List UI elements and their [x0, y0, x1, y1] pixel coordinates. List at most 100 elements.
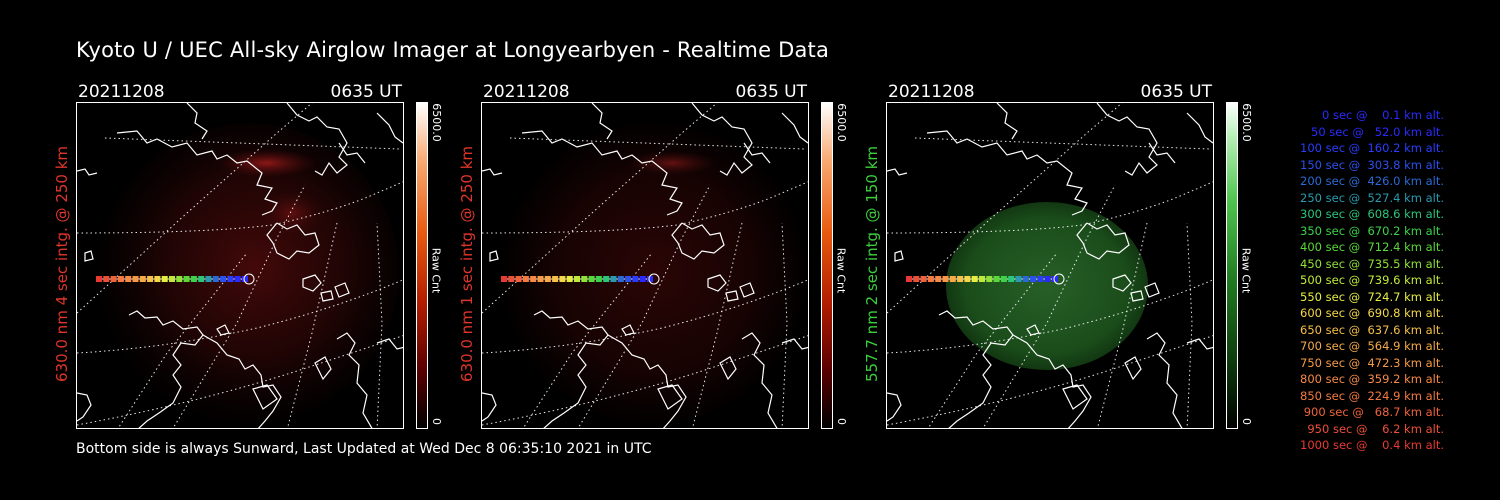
grid-line: [982, 184, 1116, 428]
map-svg: [77, 103, 403, 428]
track-point: [971, 276, 978, 282]
coastline-segment: [671, 222, 725, 260]
coastline-segment: [202, 334, 282, 428]
track-point: [212, 276, 219, 282]
coastline-segment: [926, 130, 1088, 216]
track-point: [647, 276, 653, 282]
track-point: [132, 276, 139, 282]
track-point: [96, 276, 102, 282]
panel-side-label: 630.0 nm 1 sec intg. @ 250 km: [458, 145, 477, 383]
track-point: [1015, 276, 1022, 282]
track-point: [1022, 276, 1029, 282]
coastline-segment: [1062, 384, 1088, 410]
track-point: [552, 276, 559, 282]
legend-row: 700 sec @ 564.9 km alt.: [1300, 339, 1444, 353]
track-point: [906, 276, 912, 282]
legend-row: 500 sec @ 739.6 km alt.: [1300, 273, 1444, 287]
panel-date: 20211208: [888, 82, 975, 102]
coastline-segment: [1148, 142, 1176, 164]
legend-row: 650 sec @ 637.6 km alt.: [1300, 322, 1444, 337]
colorbar-unit: Raw Cnt: [429, 247, 443, 293]
trajectory-legend: 0 sec @ 0.1 km alt. 50 sec @ 52.0 km alt.…: [1262, 107, 1444, 454]
legend-row: 550 sec @ 724.7 km alt.: [1300, 289, 1444, 304]
track-point: [957, 276, 964, 282]
colorbar-min: 0: [1239, 417, 1253, 425]
legend-row: 950 sec @ 6.2 km alt.: [1307, 421, 1444, 436]
coastline-segment: [707, 274, 727, 292]
colorbar-min: 0: [834, 417, 848, 425]
footer-note: Bottom side is always Sunward, Last Upda…: [76, 441, 652, 457]
coastline-segment: [894, 250, 904, 262]
colorbar: [1226, 102, 1238, 429]
track-point: [227, 276, 234, 282]
panel-time: 0635 UT: [1140, 82, 1213, 102]
panel-side-label-wrap: 630.0 nm 1 sec intg. @ 250 km: [457, 100, 477, 428]
track-point: [242, 276, 248, 282]
coastline-segment: [77, 392, 92, 422]
track-point: [632, 276, 639, 282]
legend-row: 850 sec @ 224.9 km alt.: [1300, 388, 1444, 403]
coastline-segment: [1124, 356, 1142, 381]
track-point: [515, 276, 522, 282]
grid-line: [172, 184, 306, 428]
coastline-segment: [607, 334, 687, 428]
panel-side-label: 557.7 nm 2 sec intg. @ 150 km: [863, 145, 882, 383]
legend-row: 50 sec @ 52.0 km alt.: [1311, 124, 1444, 139]
track-point: [1052, 276, 1058, 282]
coastline-segment: [781, 338, 808, 350]
track-point: [1030, 276, 1037, 282]
grid-line: [482, 181, 808, 234]
track-point: [198, 276, 205, 282]
coastline-segment: [533, 310, 609, 428]
track-point: [639, 276, 646, 282]
coastline-segment: [320, 290, 334, 302]
image-panel-3: 20211208 0635 UT 557.7 nm 2 sec intg. @ …: [863, 78, 1266, 438]
coastline-segment: [489, 250, 499, 262]
grid-line: [77, 181, 403, 234]
coastline-segment: [482, 392, 497, 422]
track-point: [190, 276, 197, 282]
grid-line: [286, 222, 338, 428]
track-point: [110, 276, 117, 282]
page-title: Kyoto U / UEC All-sky Airglow Imager at …: [76, 38, 830, 62]
grid-line: [887, 181, 1213, 234]
track-point: [117, 276, 124, 282]
all-sky-map: [886, 102, 1214, 429]
grid-line: [1186, 222, 1193, 428]
track-point: [125, 276, 132, 282]
coastline-segment: [376, 338, 403, 350]
track-point: [1008, 276, 1015, 282]
colorbar-max: 6500.0: [1239, 102, 1253, 142]
map-svg: [482, 103, 808, 428]
map-svg: [887, 103, 1213, 428]
track-point: [220, 276, 227, 282]
coastline-segment: [657, 384, 683, 410]
coastline-segment: [216, 324, 230, 336]
coastline-segment: [621, 324, 635, 336]
coastline-segment: [739, 282, 755, 298]
colorbar: [821, 102, 833, 429]
coastline-segment: [1112, 274, 1132, 292]
track-point: [913, 276, 920, 282]
ballistic-track: [906, 273, 1065, 285]
panel-side-label: 630.0 nm 4 sec intg. @ 250 km: [53, 145, 72, 383]
panel-time: 0635 UT: [735, 82, 808, 102]
colorbar-max-wrap: 6500.0: [428, 102, 444, 142]
coastline-segment: [116, 130, 278, 216]
colorbar-min-wrap: 0: [833, 414, 849, 428]
coastline-segment: [781, 112, 808, 144]
colorbar-unit-wrap: Raw Cnt: [428, 240, 444, 300]
legend-row: 1000 sec @ 0.4 km alt.: [1300, 438, 1444, 452]
airglow-disk: [99, 123, 399, 423]
track-point: [530, 276, 537, 282]
coastline-segment: [1076, 222, 1130, 260]
station-marker: [243, 273, 255, 285]
coastline-segment: [286, 103, 348, 176]
coastline-segment: [77, 168, 98, 176]
coastline-segment: [338, 142, 366, 164]
aurora-arc: [217, 149, 317, 177]
coastline-segment: [1186, 338, 1213, 350]
ballistic-track: [96, 273, 255, 285]
coastline-segment: [252, 384, 278, 410]
track-point: [625, 276, 632, 282]
